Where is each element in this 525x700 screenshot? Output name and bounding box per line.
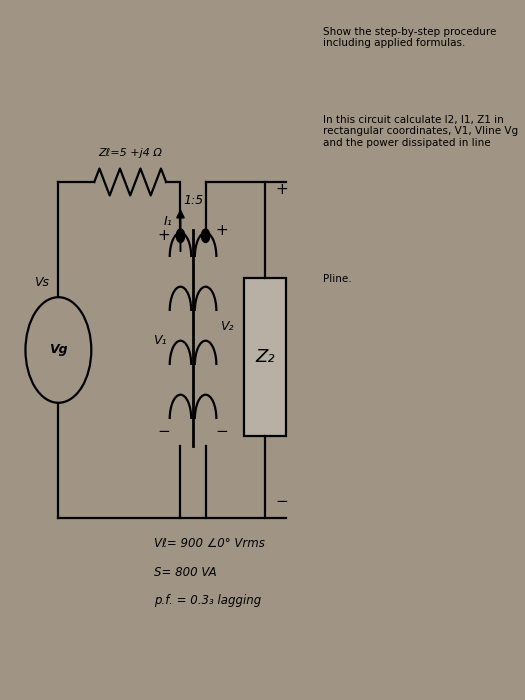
Text: Pline.: Pline. (323, 274, 352, 284)
Text: Z₂: Z₂ (255, 348, 275, 366)
Text: V₁: V₁ (153, 334, 166, 347)
Text: I₁: I₁ (164, 215, 173, 228)
Text: V₂: V₂ (220, 319, 234, 332)
Text: +: + (216, 223, 228, 238)
Text: −: − (275, 494, 288, 509)
Text: −: − (158, 424, 171, 440)
Text: In this circuit calculate I2, I1, Z1 in rectangular coordinates, V1, Vline Vg an: In this circuit calculate I2, I1, Z1 in … (323, 115, 518, 148)
Text: Vs: Vs (35, 276, 49, 289)
Text: S= 800 VA: S= 800 VA (154, 566, 217, 579)
Text: p.f. = 0.3₃ lagging: p.f. = 0.3₃ lagging (154, 594, 261, 608)
Text: −: − (216, 424, 228, 440)
Circle shape (202, 229, 210, 242)
Text: 1:5: 1:5 (183, 194, 203, 206)
FancyBboxPatch shape (244, 278, 286, 436)
Text: Vℓ= 900 ∠0° Vrms: Vℓ= 900 ∠0° Vrms (154, 537, 265, 550)
Circle shape (176, 229, 185, 242)
Text: Show the step-by-step procedure including applied formulas.: Show the step-by-step procedure includin… (323, 27, 496, 48)
Text: Zℓ=5 +j4 Ω: Zℓ=5 +j4 Ω (98, 148, 162, 158)
Text: +: + (158, 228, 171, 243)
Text: +: + (275, 182, 288, 197)
Text: Vg: Vg (49, 344, 68, 356)
